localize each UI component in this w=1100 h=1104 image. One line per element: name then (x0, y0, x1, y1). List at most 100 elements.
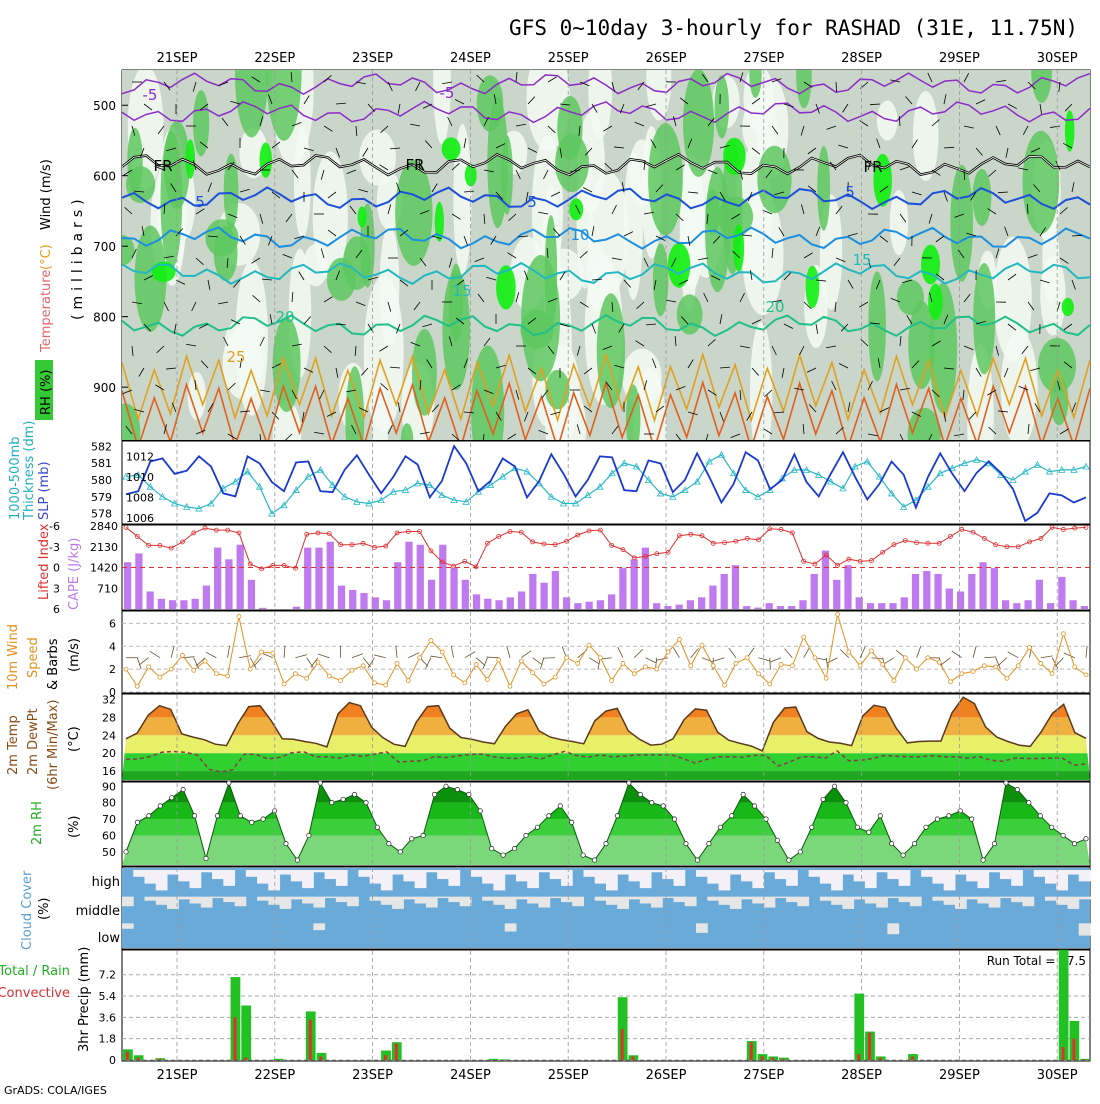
surface-wind-barb (507, 646, 510, 658)
precip-convective-bar (771, 1058, 774, 1060)
cloud-clear-cell (944, 870, 956, 890)
date-label-top: 26SEP (646, 51, 687, 66)
rh-point (821, 797, 825, 801)
surface-wind-barb (451, 646, 453, 658)
cloud-clear-cell (1022, 897, 1034, 907)
cape-label: CAPE (J/kg) (67, 538, 82, 610)
cloud-clear-cell (831, 897, 843, 905)
pressure-tick-label: 800 (93, 311, 116, 325)
credit-text: GrADS: COLA/IGES (4, 1084, 107, 1097)
wind-speed-point (847, 650, 851, 654)
cloud-clear-cell (437, 870, 449, 879)
wind10m-unit: (m/s) (67, 638, 82, 672)
rh-point (421, 833, 425, 837)
surface-wind-barb (784, 649, 792, 658)
cloud-clear-cell (730, 870, 742, 875)
surface-wind-barb (673, 647, 679, 657)
cloud-clear-cell (493, 897, 505, 905)
rh-point (650, 800, 654, 804)
rh-band (122, 819, 1090, 835)
cape-bar (833, 580, 840, 609)
wind-speed-point (824, 676, 828, 680)
temperature-label: Temperature (39, 270, 54, 353)
cape-bar (1069, 600, 1076, 609)
precip-convective-bar (126, 1052, 129, 1060)
cloud-clear-cell (1079, 870, 1091, 881)
pressure-tick-label: 700 (93, 240, 116, 254)
date-label-bottom: 22SEP (254, 1068, 295, 1083)
wind-speed-point (576, 661, 580, 665)
rh-point (992, 841, 996, 845)
wind-gridlines (177, 612, 1057, 692)
precip-convective-bar (384, 1055, 387, 1060)
cloud-clear-cell (741, 897, 753, 900)
rh-point (1038, 814, 1042, 818)
rh-dry-patch (380, 224, 400, 349)
slp-tick-label: 1008 (126, 491, 154, 504)
wind-speed-point (937, 660, 941, 664)
rh-moist-patch (973, 263, 995, 374)
rh-label: RH (%) (39, 370, 54, 415)
cloud-clear-cell (662, 870, 674, 879)
cape-bar (923, 571, 930, 609)
surface-wind-barb (239, 656, 251, 658)
lifted-index-line (126, 527, 1086, 569)
cloud-clear-cell (460, 897, 472, 907)
rh-point (627, 781, 631, 785)
rh-dry-patch (372, 382, 388, 465)
rh-tick-label: 60 (102, 829, 116, 842)
precip-convective-bar (1072, 1039, 1075, 1060)
cloud-clear-cell (1056, 870, 1068, 890)
cloud-clear-cell (302, 870, 314, 888)
cloud-clear-cell (381, 897, 393, 905)
cloud-clear-cell (876, 897, 888, 908)
rh-moist-patch (395, 160, 432, 266)
slp-tick-label: 1012 (126, 450, 154, 463)
cloud-clear-cell (302, 897, 314, 904)
cloud-clear-cell (381, 870, 393, 890)
wind-speed-point (1039, 661, 1043, 665)
date-label-bottom: 30SEP (1037, 1068, 1078, 1083)
temp-label-1: 2m Temp (6, 715, 21, 775)
precip-convective-bar (233, 1017, 236, 1060)
rh-point (1004, 781, 1008, 785)
cloud-clear-cell (325, 870, 337, 879)
rh-point (295, 858, 299, 862)
surface-wind-barb (228, 646, 230, 658)
rh-point (775, 838, 779, 842)
precip-convective-bar (782, 1059, 785, 1060)
cloud-clear-cell (291, 897, 303, 900)
cloud-clear-cell (325, 897, 337, 898)
cloud-clear-cell (178, 897, 190, 900)
rh-point (490, 846, 494, 850)
wind-speed-point (1084, 673, 1088, 677)
cloud-clear-cell (347, 897, 359, 907)
wind-speed-point (519, 659, 523, 663)
cloud-clear-cell (797, 897, 809, 907)
cape-bar (214, 548, 221, 609)
isotherm-label: 5 (527, 193, 537, 211)
cloud-clear-cell (336, 870, 348, 886)
cape-bar (293, 607, 300, 609)
li-tick-label: 6 (53, 603, 60, 616)
temp-tick-label: 28 (102, 711, 116, 724)
cape-bar (248, 580, 255, 609)
wind-speed-point (689, 664, 693, 668)
rh-point (330, 800, 334, 804)
rh-point (387, 841, 391, 845)
lifted-index-point (124, 525, 128, 529)
cloud-clear-cell (696, 870, 708, 877)
rh-point (204, 856, 208, 860)
cape-tick-label: 2840 (90, 520, 118, 533)
cloud-clear-cell (1079, 923, 1091, 935)
rh-moist-patch (193, 90, 209, 156)
cloud-clear-cell (752, 870, 764, 888)
cloud-clear-cell (448, 897, 460, 902)
label-upper-air: RH (%) Temperature (°C) Wind (m/s) (35, 159, 54, 420)
date-label-bottom: 23SEP (352, 1068, 393, 1083)
cape-bar (1024, 600, 1031, 609)
rh-moist-patch (950, 165, 973, 282)
rh-point (855, 825, 859, 829)
surface-wind-barb (368, 658, 374, 668)
